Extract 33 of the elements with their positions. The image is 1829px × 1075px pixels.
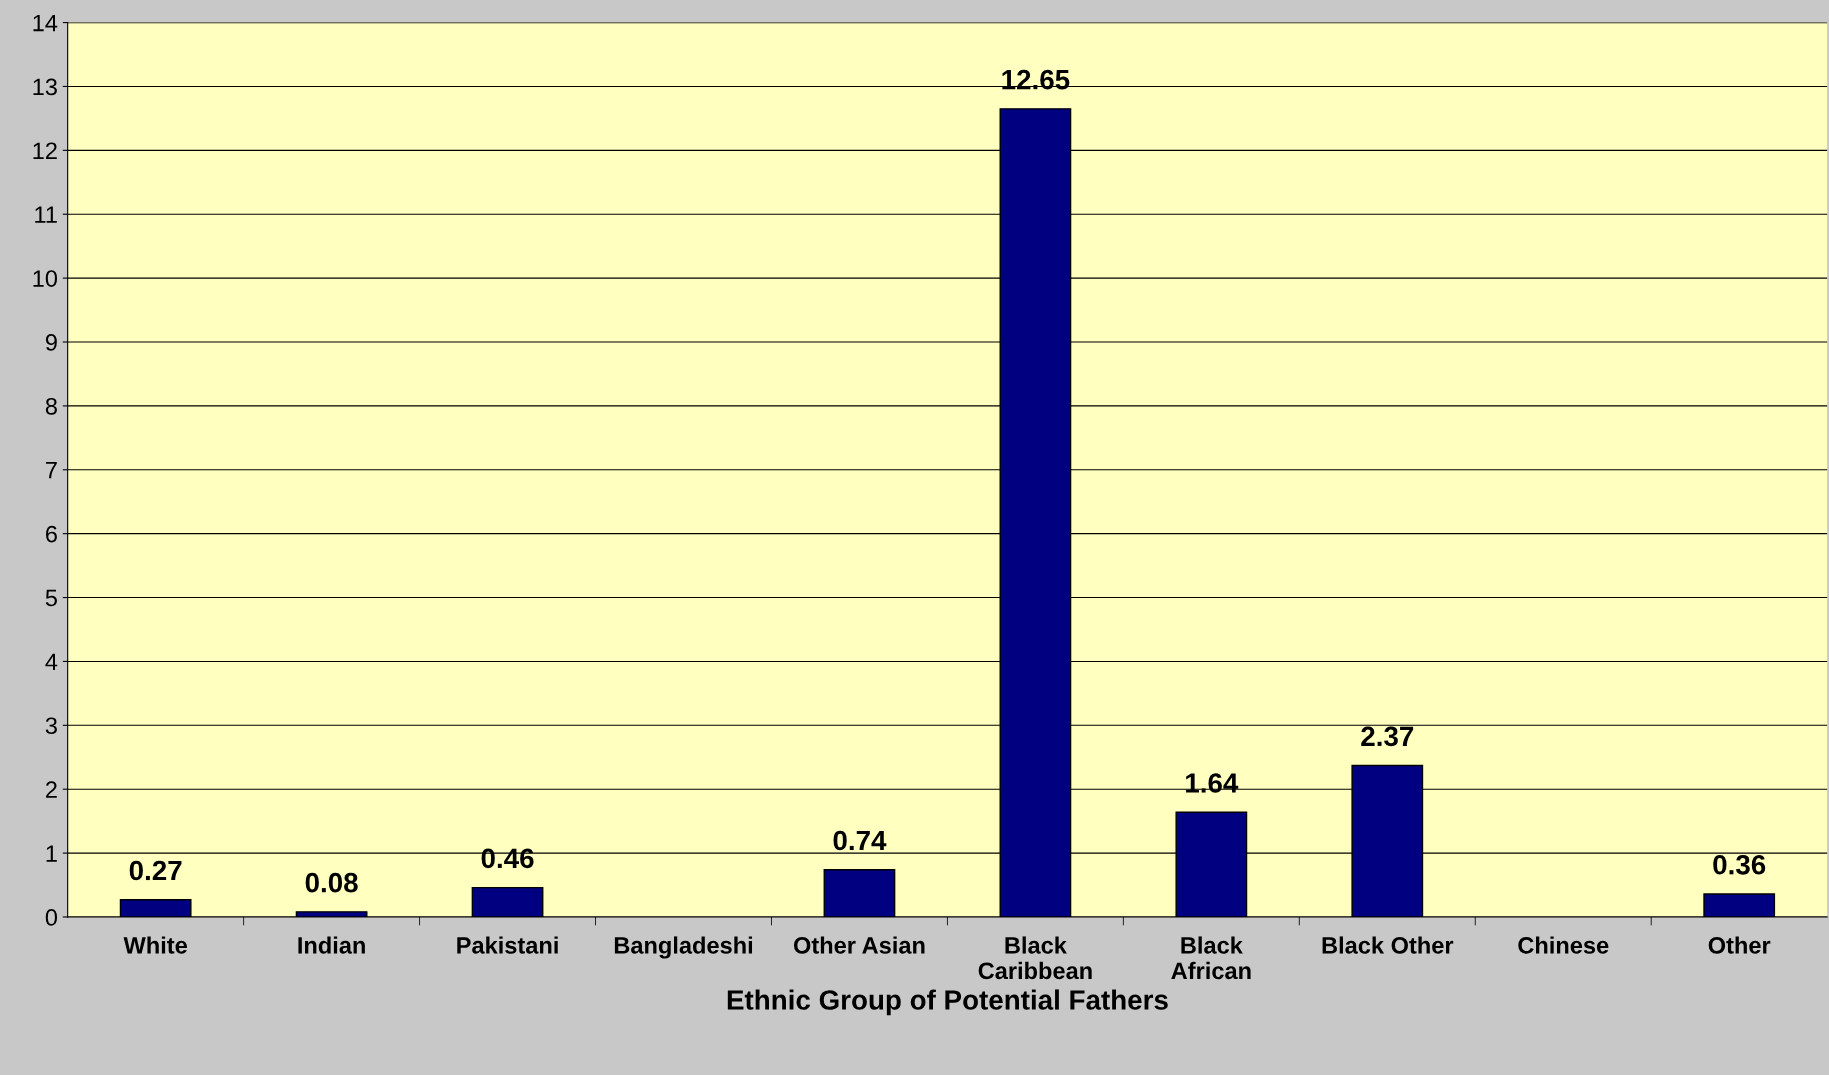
x-tick-label: Pakistani (457, 936, 558, 954)
x-tick-label: Other Asian (793, 936, 925, 954)
x-tick-label: Indian (298, 936, 365, 954)
y-tick-label: 12 (33, 142, 57, 159)
y-tick-label: 6 (46, 525, 57, 543)
data-label: 0.46 (481, 848, 534, 869)
x-tick-label: Bangladeshi (614, 936, 753, 959)
y-tick-label: 4 (45, 653, 58, 670)
x-tick-label: Black African (1171, 936, 1251, 980)
x-tick-label: Other (1708, 936, 1771, 954)
y-tick-label: 14 (33, 14, 58, 32)
y-tick-label: 11 (35, 206, 57, 223)
x-tick-label: Black Other (1322, 936, 1454, 954)
x-tick-label: Chinese (1518, 936, 1609, 954)
y-tick-label: 10 (33, 270, 58, 287)
data-label: 0.74 (833, 830, 887, 851)
y-tick-label: 2 (46, 781, 57, 798)
x-axis-title: Ethnic Group of Potential Fathers (727, 989, 1168, 1016)
data-label: 0.27 (129, 860, 182, 881)
y-tick-label: 5 (45, 589, 57, 607)
x-tick-label: White (123, 936, 187, 954)
data-label: 2.37 (1361, 726, 1414, 747)
y-tick-label: 0 (45, 909, 58, 926)
y-tick-label: 3 (45, 717, 57, 735)
y-tick-label: 13 (33, 78, 57, 96)
data-label: 0.36 (1713, 854, 1766, 875)
y-tick-label: 1 (46, 845, 57, 862)
y-tick-label: 9 (45, 334, 57, 351)
y-tick-label: 7 (46, 462, 57, 479)
data-label: 0.08 (305, 872, 358, 893)
x-tick-label: Black Caribbean (978, 936, 1092, 980)
data-label: 1.64 (1186, 773, 1239, 793)
y-tick-label: 8 (45, 397, 57, 415)
